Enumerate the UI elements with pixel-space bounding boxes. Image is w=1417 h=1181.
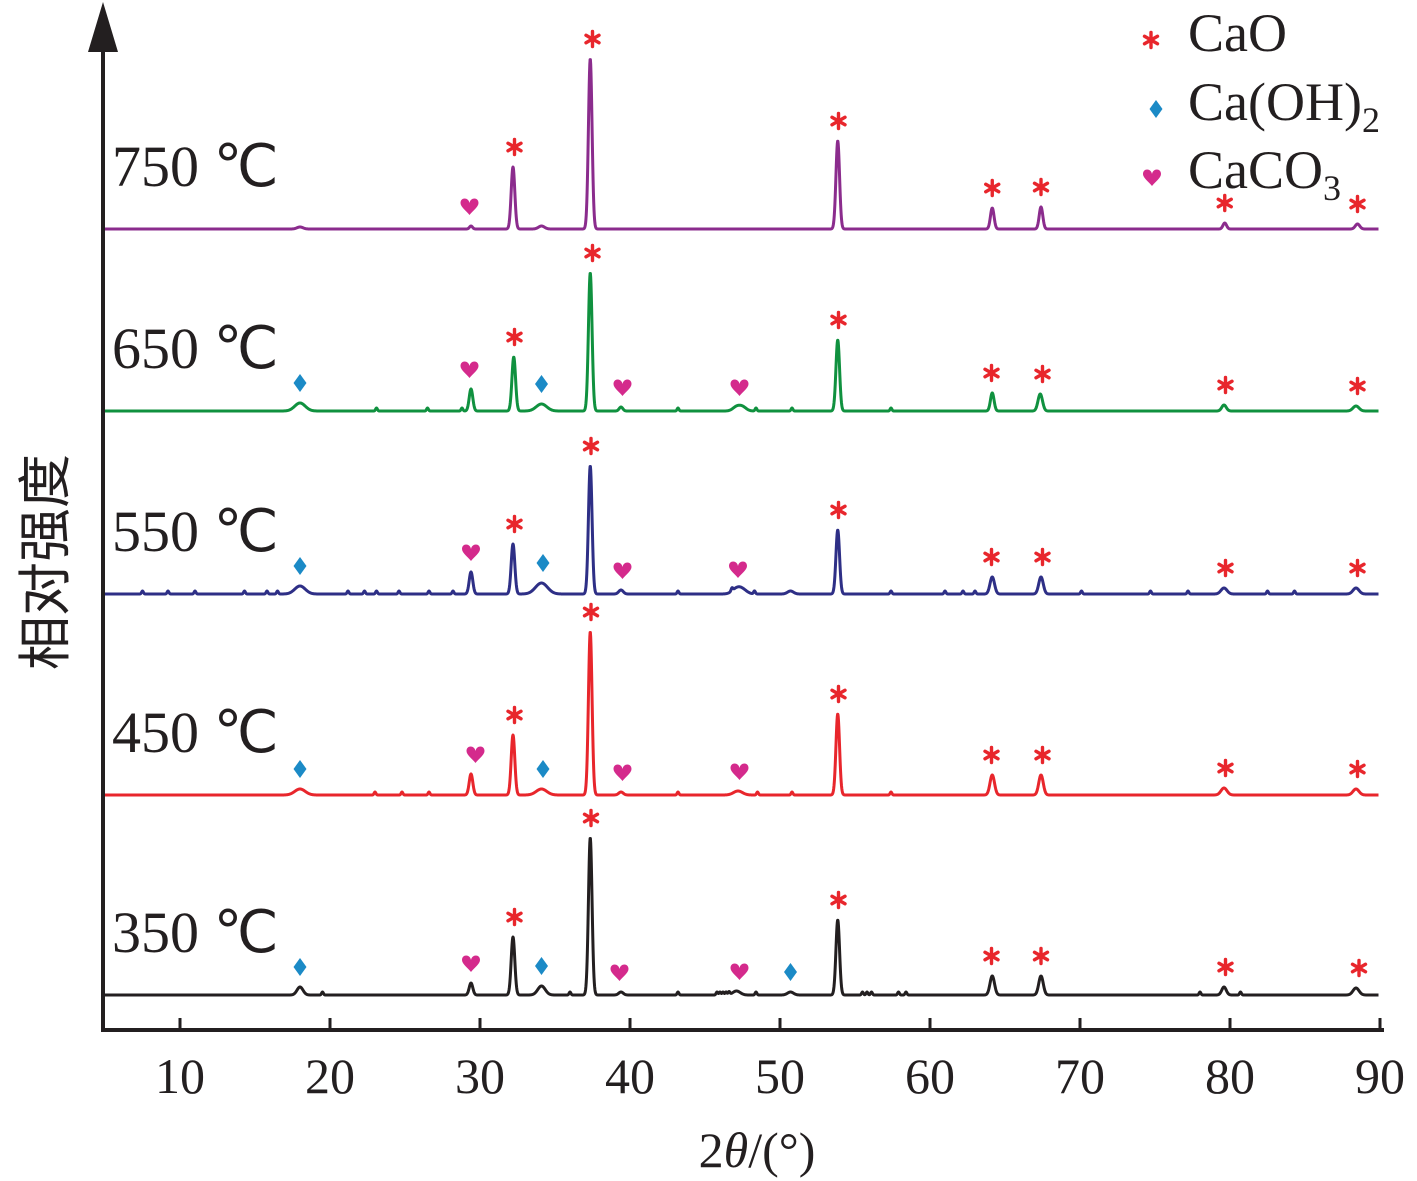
asterisk-marker — [1349, 376, 1366, 396]
asterisk-marker — [983, 547, 1000, 567]
heart-marker — [462, 955, 480, 972]
asterisk-marker — [1032, 946, 1050, 966]
xrd-trace — [103, 271, 1380, 413]
asterisk-marker — [582, 808, 600, 828]
asterisk-marker — [506, 907, 523, 927]
legend-item: CaO — [1142, 3, 1287, 63]
asterisk-marker — [1349, 194, 1366, 214]
legend-label: CaCO3 — [1188, 140, 1341, 208]
legend-item: Ca(OH)2 — [1149, 72, 1380, 140]
x-tick-label: 50 — [755, 1048, 805, 1104]
x-tick-label: 60 — [905, 1048, 955, 1104]
legend-item: CaCO3 — [1143, 140, 1341, 208]
asterisk-marker — [582, 436, 600, 456]
asterisk-marker — [1216, 193, 1233, 213]
heart-marker — [460, 198, 479, 215]
asterisk-marker — [506, 137, 523, 157]
diamond-marker — [784, 963, 797, 981]
heart-marker — [730, 763, 749, 780]
y-axis-label: 相对强度 — [14, 454, 77, 670]
x-axis-label: 2θ/(°) — [699, 1122, 816, 1178]
asterisk-marker — [830, 684, 847, 704]
series-3: 550 ℃ — [103, 464, 1380, 596]
legend-label: CaO — [1188, 3, 1287, 63]
marker-layer — [293, 29, 1368, 981]
asterisk-marker — [1349, 759, 1366, 779]
asterisk-marker — [830, 500, 847, 520]
heart-marker — [460, 361, 479, 378]
asterisk-marker — [582, 602, 600, 622]
y-axis-arrow — [88, 2, 118, 52]
diamond-marker — [536, 760, 550, 778]
x-tick-label: 20 — [305, 1048, 355, 1104]
xrd-trace — [103, 837, 1380, 997]
asterisk-marker — [1034, 745, 1051, 765]
heart-marker — [610, 964, 629, 981]
axes: 10 20 30 40 50 60 70 80 90 2θ/(°) 相对强度 — [14, 2, 1405, 1178]
x-tick-label: 80 — [1205, 1048, 1255, 1104]
series-1: 750 ℃ — [103, 58, 1380, 231]
asterisk-marker — [983, 363, 1000, 383]
diamond-marker — [293, 760, 307, 778]
asterisk-marker — [506, 705, 523, 725]
series-layer: 750 ℃ 650 ℃ 550 ℃ 450 ℃ 350 ℃ — [103, 58, 1380, 997]
asterisk-marker — [1217, 957, 1234, 977]
asterisk-marker — [1032, 177, 1050, 197]
asterisk-marker — [830, 890, 847, 910]
asterisk-marker — [1217, 375, 1234, 395]
asterisk-marker — [506, 327, 523, 347]
asterisk-marker — [506, 514, 523, 534]
x-tick-label: 40 — [605, 1048, 655, 1104]
heart-marker — [613, 379, 632, 396]
xrd-trace — [103, 464, 1380, 596]
heart-marker — [613, 562, 632, 579]
asterisk-marker — [1350, 958, 1368, 978]
series-label: 450 ℃ — [112, 700, 279, 765]
legend-asterisk-icon — [1142, 30, 1160, 50]
x-tick-label: 90 — [1355, 1048, 1405, 1104]
xrd-trace — [103, 58, 1380, 231]
diamond-marker — [293, 958, 307, 976]
series-5: 350 ℃ — [103, 837, 1380, 997]
asterisk-marker — [984, 178, 1001, 198]
heart-marker — [730, 379, 749, 396]
heart-marker — [466, 746, 485, 763]
series-label: 550 ℃ — [112, 499, 279, 564]
diamond-marker — [535, 957, 548, 975]
asterisk-marker — [830, 111, 847, 131]
legend-diamond-icon — [1149, 100, 1163, 118]
asterisk-marker — [830, 310, 847, 330]
heart-marker — [462, 544, 480, 561]
asterisk-marker — [983, 745, 1000, 765]
legend-label: Ca(OH)2 — [1188, 72, 1380, 140]
legend-heart-icon — [1143, 169, 1161, 186]
asterisk-marker — [1034, 547, 1051, 567]
series-label: 350 ℃ — [112, 900, 279, 965]
diamond-marker — [535, 375, 548, 393]
diamond-marker — [293, 374, 307, 392]
series-2: 650 ℃ — [103, 271, 1380, 413]
asterisk-marker — [584, 29, 601, 49]
diamond-marker — [293, 557, 307, 575]
series-4: 450 ℃ — [103, 631, 1380, 797]
x-tick-label: 70 — [1055, 1048, 1105, 1104]
series-label: 650 ℃ — [112, 316, 279, 381]
asterisk-marker — [1349, 558, 1366, 578]
asterisk-marker — [983, 946, 1000, 966]
asterisk-marker — [1217, 558, 1234, 578]
x-tick-label: 30 — [455, 1048, 505, 1104]
xrd-trace — [103, 631, 1380, 797]
heart-marker — [613, 764, 632, 781]
asterisk-marker — [1217, 758, 1234, 778]
x-tick-label: 10 — [155, 1048, 205, 1104]
diamond-marker — [536, 554, 550, 572]
series-label: 750 ℃ — [112, 134, 279, 199]
x-ticks: 10 20 30 40 50 60 70 80 90 — [155, 1018, 1405, 1104]
asterisk-marker — [584, 243, 601, 263]
heart-marker — [729, 561, 747, 578]
heart-marker — [730, 963, 749, 980]
asterisk-marker — [1034, 364, 1051, 384]
